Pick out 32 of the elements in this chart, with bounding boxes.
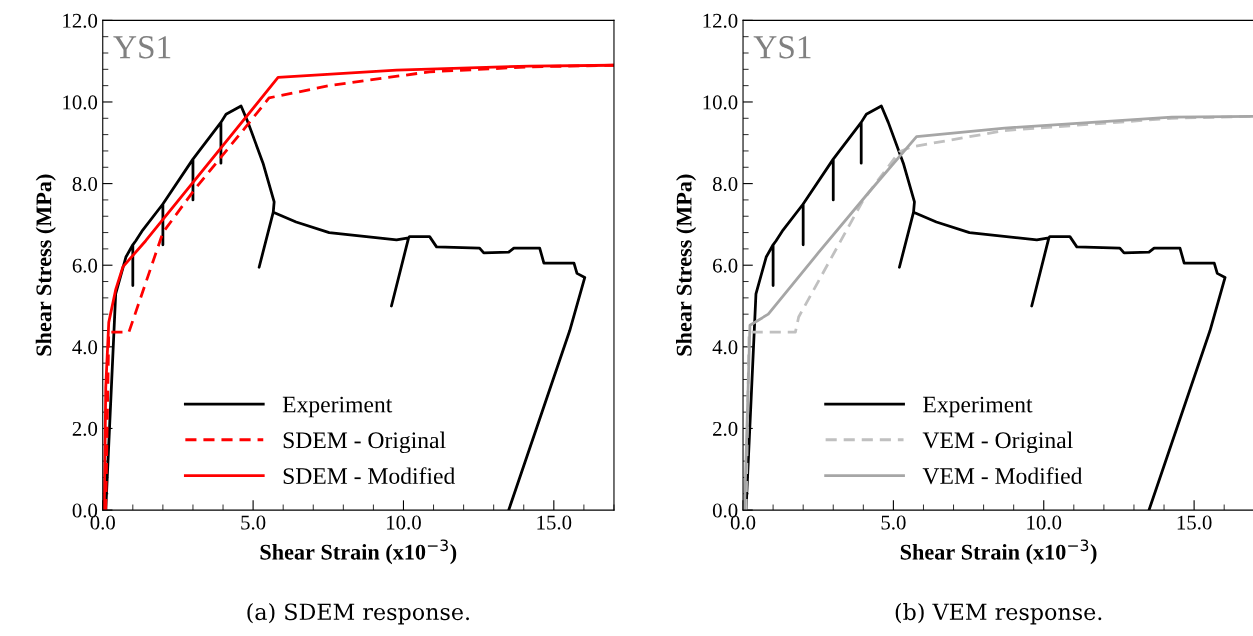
- y-tick-label: 6.0: [713, 258, 738, 273]
- y-tick-label: 12.0: [703, 13, 738, 28]
- legend-label: SDEM - Modified: [283, 467, 455, 485]
- y-tick-label: 6.0: [72, 258, 98, 273]
- y-tick-label: 8.0: [72, 176, 98, 192]
- x-tick-label: 10.0: [387, 515, 421, 530]
- annotation: YS1: [113, 36, 171, 59]
- annotation: YS1: [753, 36, 811, 59]
- y-axis-title: Shear Stress (MPa): [676, 174, 697, 356]
- text: (b) VEM response.: [895, 602, 1102, 625]
- x-axis-title: Shear Strain (x10$^{−3}$): [260, 539, 457, 565]
- x-tick-label: 10.0: [1027, 515, 1062, 530]
- y-tick-label: 2.0: [713, 421, 738, 436]
- y-tick-label: 12.0: [63, 13, 98, 28]
- y-tick-label: 8.0: [712, 176, 738, 192]
- legend-label: VEM - Original: [922, 431, 1073, 454]
- x-tick-label: 15.0: [537, 515, 572, 530]
- y-tick-label: 10.0: [703, 95, 738, 110]
- x-tick-label: 15.0: [1177, 515, 1212, 530]
- text: (a) SDEM response.: [247, 602, 469, 625]
- legend-label: Experiment: [923, 396, 1033, 418]
- legend-label: VEM - Modified: [922, 467, 1083, 485]
- legend-label: SDEM - Original: [283, 431, 446, 454]
- y-tick-label: 10.0: [63, 95, 98, 110]
- x-axis-title: Shear Strain (x10$^{−3}$): [900, 539, 1097, 565]
- y-tick-label: 4.0: [712, 340, 738, 355]
- legend-label: Experiment: [282, 396, 393, 418]
- x-tick-label: 5.0: [241, 515, 266, 530]
- y-tick-label: 2.0: [72, 421, 98, 436]
- y-axis-title: Shear Stress (MPa): [35, 174, 56, 356]
- x-tick-label: 5.0: [881, 515, 906, 530]
- y-tick-label: 4.0: [72, 340, 98, 355]
